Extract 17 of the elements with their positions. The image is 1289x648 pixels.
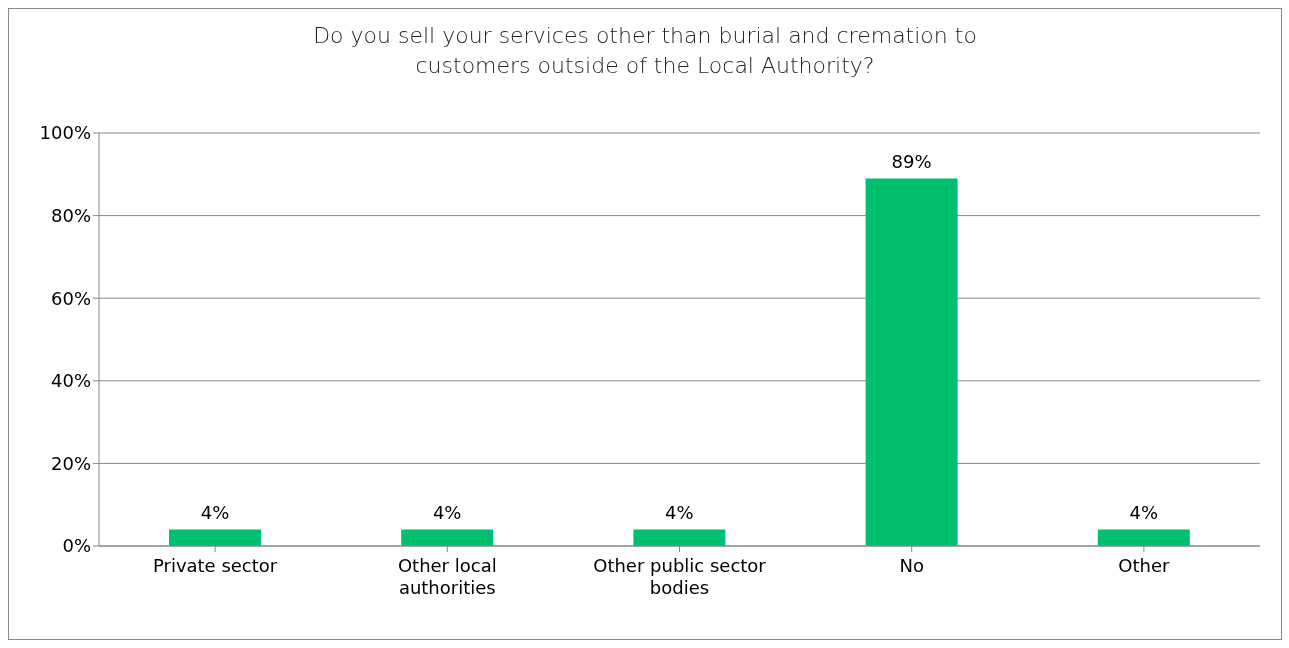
data-label: 4% bbox=[1129, 502, 1159, 524]
y-tick-label: 0% bbox=[62, 535, 91, 557]
data-label: 4% bbox=[432, 502, 462, 524]
y-tick-label: 60% bbox=[50, 287, 91, 309]
y-tick-label: 20% bbox=[50, 452, 91, 474]
data-label: 4% bbox=[200, 502, 230, 524]
y-tick-label: 100% bbox=[39, 122, 91, 144]
y-tick-label: 40% bbox=[50, 370, 91, 392]
x-tick-label: Other bbox=[1118, 555, 1171, 576]
x-tick-label: Other public sector bodies bbox=[593, 555, 767, 598]
x-tick-label: Private sector bbox=[152, 555, 278, 576]
x-tick-label: Other local authorities bbox=[397, 555, 497, 598]
x-tick-label: No bbox=[899, 555, 924, 576]
chart-title: Do you sell your services other than burial and cremation to customers outside of the Local Authority? bbox=[312, 22, 978, 80]
data-label: 4% bbox=[665, 502, 694, 524]
data-label: 89% bbox=[891, 151, 932, 173]
y-tick-label: 80% bbox=[50, 204, 91, 226]
